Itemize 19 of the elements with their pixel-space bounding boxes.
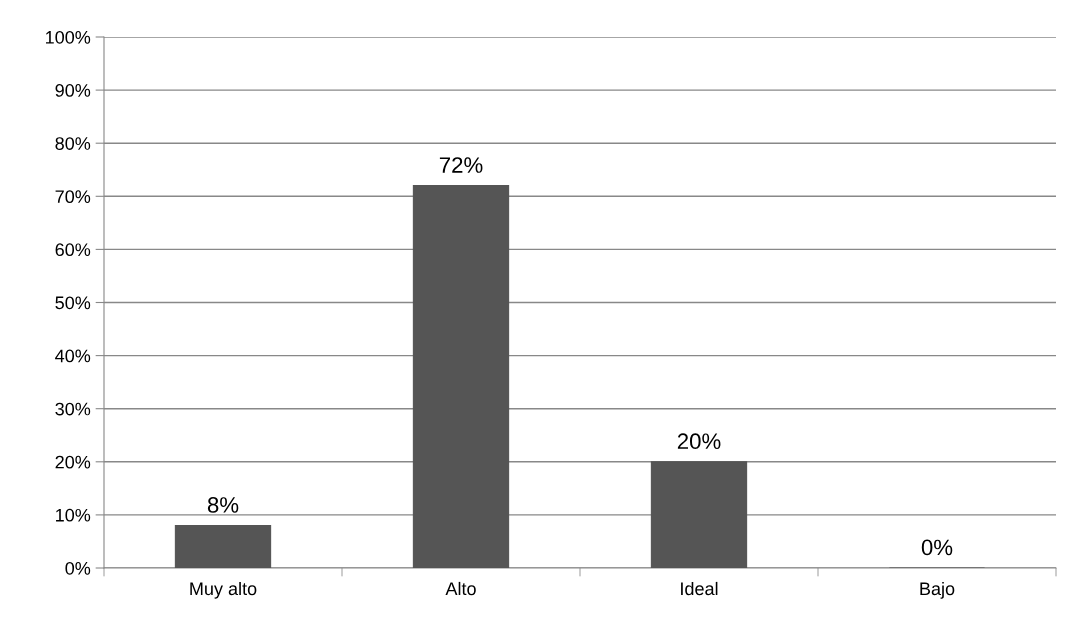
y-tick-label: 100% — [46, 30, 91, 44]
y-tick-label: 10% — [56, 508, 91, 522]
data-label: 20% — [677, 433, 721, 450]
x-tick-label: Bajo — [920, 581, 955, 599]
y-tick-label: 70% — [55, 190, 91, 204]
x-tick-label: Ideal — [681, 581, 718, 596]
y-tick-label: 60% — [55, 243, 91, 257]
y-tick-label: 90% — [55, 84, 91, 97]
y-tick-label: 50% — [55, 296, 91, 310]
y-tick-label: 40% — [55, 349, 91, 363]
data-label: 0% — [921, 539, 953, 556]
x-tick-label: Alto — [445, 581, 476, 596]
data-label: 8% — [207, 497, 239, 513]
y-tick-label: 20% — [55, 455, 91, 469]
data-label: 72% — [439, 157, 483, 173]
x-tick-label: Muy alto — [190, 581, 257, 599]
y-tick-label: 0% — [65, 561, 91, 575]
y-tick-label: 30% — [55, 402, 91, 416]
y-tick-label: 80% — [55, 137, 91, 150]
